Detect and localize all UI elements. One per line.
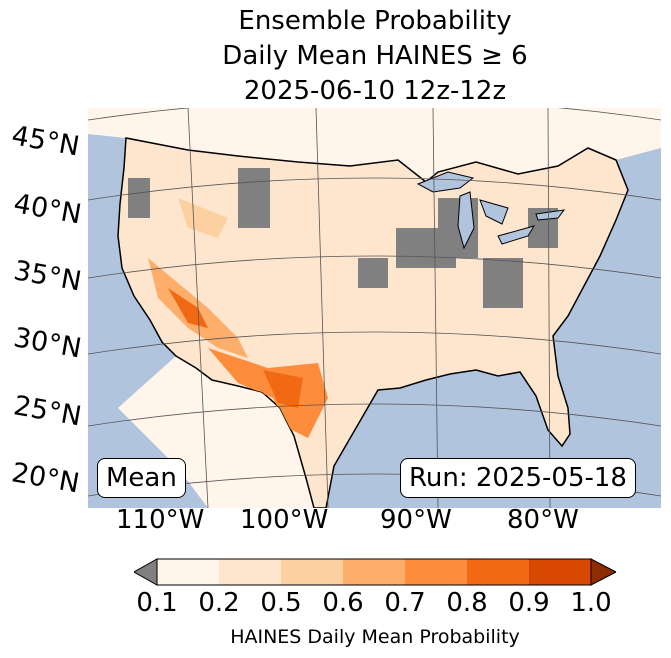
colorbar-segment <box>405 559 467 585</box>
lat-label-30: 30°N <box>11 322 84 365</box>
colorbar-tick: 0.2 <box>198 588 240 618</box>
colorbar-tick: 0.8 <box>446 588 488 618</box>
lat-label-45: 45°N <box>9 120 82 163</box>
colorbar-tick: 0.9 <box>508 588 550 618</box>
lon-label-110: 110°W <box>116 505 205 535</box>
canada-area <box>88 108 661 182</box>
colorbar-segment <box>281 559 343 585</box>
colorbar <box>134 558 616 586</box>
colorbar-segment <box>343 559 405 585</box>
colorbar-segment <box>467 559 529 585</box>
lon-label-80: 80°W <box>507 505 579 535</box>
title-line-3: 2025-06-10 12z-12z <box>243 76 507 106</box>
colorbar-tick: 0.7 <box>384 588 426 618</box>
colorbar-segment <box>529 559 591 585</box>
colorbar-tick: 0.6 <box>322 588 364 618</box>
run-date-box: Run: 2025-05-18 <box>400 458 636 498</box>
us-land <box>117 137 629 508</box>
mexico-area <box>118 356 314 508</box>
colorbar-over-arrow <box>590 558 616 586</box>
lat-label-25: 25°N <box>11 390 84 433</box>
prob-region-texas <box>208 348 328 438</box>
colorbar-label: HAINES Daily Mean Probability <box>230 626 520 648</box>
lat-label-40: 40°N <box>11 188 84 231</box>
prob-region-west-texas <box>263 370 303 408</box>
prob-region-arizona <box>168 288 208 328</box>
title-line-2: Daily Mean HAINES ≥ 6 <box>222 41 528 71</box>
lon-label-100: 100°W <box>240 505 329 535</box>
title-line-1: Ensemble Probability <box>238 6 512 36</box>
colorbar-frame <box>156 558 592 586</box>
lat-label-35: 35°N <box>11 255 84 298</box>
probability-map <box>88 108 661 508</box>
great-lakes <box>416 171 566 250</box>
prob-region-great-basin <box>178 198 228 238</box>
mean-label-box: Mean <box>97 458 186 498</box>
colorbar-tick: 0.5 <box>260 588 302 618</box>
colorbar-tick: 0.1 <box>136 588 178 618</box>
colorbar-under-arrow <box>134 558 158 586</box>
lon-label-90: 90°W <box>380 505 452 535</box>
colorbar-tick: 1.0 <box>570 588 612 618</box>
colorbar-segment <box>219 559 281 585</box>
colorbar-segment <box>157 559 219 585</box>
lat-label-20: 20°N <box>9 457 82 500</box>
